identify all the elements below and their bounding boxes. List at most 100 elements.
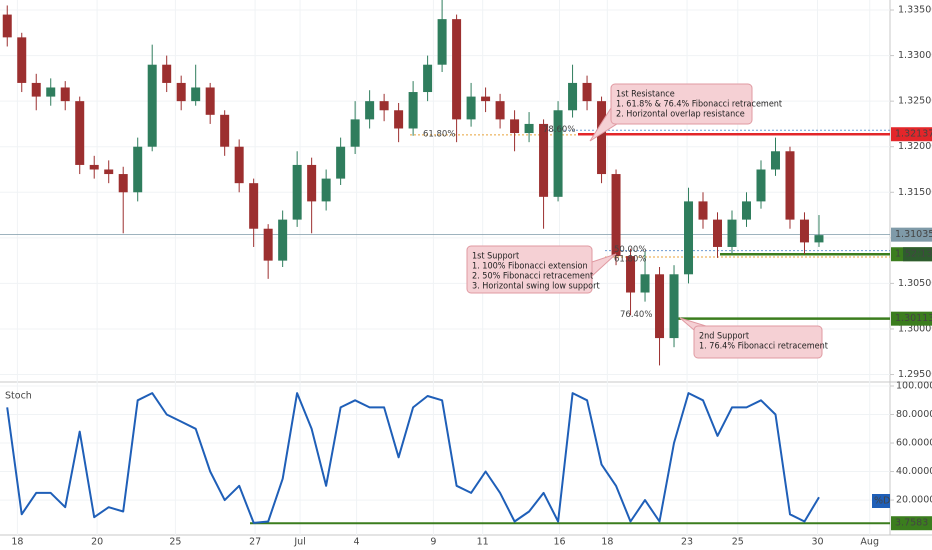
y-tick-label: 1.30000 bbox=[898, 323, 932, 334]
y-tick-label: 1.33000 bbox=[898, 50, 932, 61]
fib-label: 78.60% bbox=[543, 125, 575, 135]
candle-body bbox=[452, 19, 462, 120]
candle-body bbox=[423, 64, 433, 93]
callout-box bbox=[466, 245, 593, 294]
candle-body bbox=[278, 219, 288, 261]
candle-body bbox=[365, 101, 375, 120]
level-label: 1.30113 bbox=[895, 313, 932, 324]
candle-body bbox=[191, 87, 201, 102]
fib-label: 61.80% bbox=[423, 129, 455, 139]
candle-body bbox=[162, 64, 172, 83]
candle-body bbox=[321, 178, 331, 202]
candle-body bbox=[394, 110, 404, 129]
x-tick-label: 9 bbox=[430, 537, 436, 548]
y-tick-label: 1.32000 bbox=[898, 141, 932, 152]
labels: 18 20 25 27 Jul 4 9 11 16 18 23 25 30 Aug 1.33500 1.330… bbox=[5, 5, 932, 548]
candle-body bbox=[46, 87, 56, 97]
candle-body bbox=[104, 169, 114, 175]
candle-body bbox=[698, 201, 708, 220]
callout-line: 2. 50% Fibonacci retracement bbox=[472, 272, 593, 282]
callout-line: 1. 100% Fibonacci extension bbox=[472, 262, 588, 272]
candle-body bbox=[234, 146, 244, 184]
current-price-label: 1.31035 bbox=[895, 229, 932, 240]
y2-tick-label: 60.0000 bbox=[896, 438, 932, 449]
candle-body bbox=[75, 101, 85, 165]
candle-body bbox=[481, 96, 491, 102]
candle-body bbox=[292, 164, 302, 220]
x-tick-label: 23 bbox=[681, 537, 693, 548]
candle-body bbox=[408, 92, 418, 129]
candle-body bbox=[582, 82, 592, 102]
candle-body bbox=[713, 219, 723, 247]
candle-body bbox=[220, 114, 230, 147]
countdown-label: 52:13 bbox=[905, 249, 932, 260]
candle-body bbox=[307, 164, 317, 202]
candle-body bbox=[31, 82, 41, 97]
candle-body bbox=[133, 146, 143, 193]
x-tick-label: 16 bbox=[553, 537, 565, 548]
y-tick-label: 1.33500 bbox=[898, 5, 932, 16]
y-tick-label: 1.30500 bbox=[898, 278, 932, 289]
candle-body bbox=[669, 274, 679, 339]
callout-title: 1st Support bbox=[472, 252, 519, 262]
callout-line: 1. 61.8% & 76.4% Fibonacci retracement bbox=[616, 100, 782, 110]
x-tick-label: 11 bbox=[477, 537, 489, 548]
x-tick-label: 20 bbox=[91, 537, 103, 548]
x-tick-label: 18 bbox=[601, 537, 613, 548]
candle-body bbox=[60, 87, 70, 102]
candle-body bbox=[741, 201, 751, 220]
candle-body bbox=[756, 169, 766, 202]
candle-body bbox=[510, 119, 520, 134]
y2-tick-label: 20.0000 bbox=[896, 495, 932, 506]
level-label: 1.32137 bbox=[895, 129, 932, 140]
fib-label: 50.00% bbox=[614, 245, 646, 255]
candle-body bbox=[147, 64, 157, 147]
indicator-legend-box bbox=[872, 494, 890, 508]
indicator-name: Stoch bbox=[5, 391, 32, 402]
callout-line: 1. 76.4% Fibonacci retracement bbox=[699, 342, 828, 352]
candle-body bbox=[785, 151, 795, 220]
x-tick-label: 25 bbox=[169, 537, 181, 548]
x-tick-label: 18 bbox=[11, 537, 23, 548]
callout-title: 2nd Support bbox=[699, 332, 749, 342]
marks bbox=[0, 0, 890, 525]
x-tick-label: Jul bbox=[293, 537, 305, 548]
y2-tick-label: 100.0000 bbox=[896, 380, 932, 391]
indicator-level-label: 3.7583 bbox=[895, 518, 928, 529]
y-tick-label: 1.29500 bbox=[898, 369, 932, 380]
candle-body bbox=[539, 123, 549, 197]
candle-body bbox=[205, 87, 215, 115]
candle-body bbox=[118, 174, 128, 193]
candle-body bbox=[524, 123, 534, 134]
x-tick-label: 25 bbox=[732, 537, 744, 548]
indicator-line bbox=[6, 392, 820, 524]
candle-body bbox=[17, 37, 27, 83]
candle-body bbox=[553, 110, 563, 197]
indicator-level-box bbox=[891, 516, 932, 531]
candle-body bbox=[727, 219, 737, 247]
candle-body bbox=[89, 164, 99, 170]
indicator-legend: %D bbox=[874, 496, 890, 507]
candle-body bbox=[350, 119, 360, 147]
candle-body bbox=[626, 256, 636, 293]
callout-line: 3. Horizontal swing low support bbox=[472, 282, 600, 292]
callout-box bbox=[610, 83, 753, 125]
candle-body bbox=[466, 96, 476, 120]
callout-line: 2. Horizontal overlap resistance bbox=[616, 110, 745, 120]
callout-title: 1st Resistance bbox=[616, 90, 675, 100]
candle-body bbox=[597, 101, 607, 175]
y2-tick-label: 40.0000 bbox=[896, 466, 932, 477]
candle-body bbox=[495, 101, 505, 120]
candle-body bbox=[379, 101, 389, 111]
fib-label: 61.80% bbox=[614, 254, 646, 264]
candle-body bbox=[2, 14, 12, 38]
level-box bbox=[891, 127, 932, 142]
current-price-box bbox=[891, 227, 932, 242]
candle-body bbox=[770, 151, 780, 170]
candle-body bbox=[684, 201, 694, 275]
candle-body bbox=[263, 228, 273, 261]
x-tick-label: Aug bbox=[860, 537, 879, 548]
level-label: 1 bbox=[895, 249, 901, 260]
